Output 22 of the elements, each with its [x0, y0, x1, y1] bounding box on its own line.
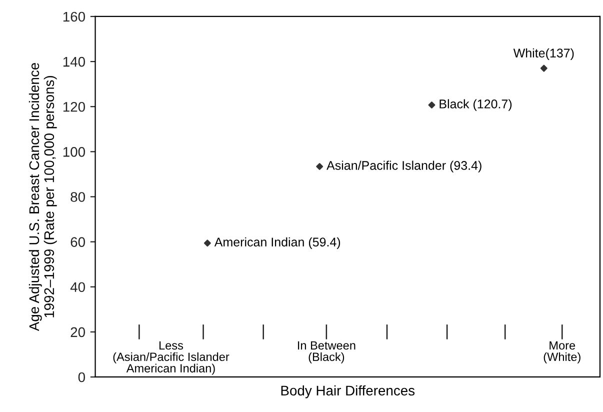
annotation: Less (Asian/Pacific Islander American Indian)	[113, 341, 230, 375]
point	[316, 163, 324, 170]
point	[204, 240, 211, 247]
y-axis-title: Age Adjusted U.S. Breast Cancer Incidence 1992–1999 (Rate per 100,000 persons)	[28, 63, 57, 332]
y-tick-label: 0	[78, 372, 86, 382]
y-tick-label: 140	[63, 56, 86, 67]
annotation: More (White)	[544, 341, 580, 364]
y-tick-label: 160	[63, 12, 86, 22]
y-tick-label: 40	[70, 282, 86, 292]
data-label: Asian/Pacific Islander (93.4)	[326, 160, 482, 172]
x-axis-title: Body Hair Differences	[281, 385, 415, 398]
point	[428, 102, 436, 108]
y-tick-label: 100	[63, 147, 86, 157]
data-label: Black (120.7)	[440, 99, 512, 111]
y-tick-label: 80	[70, 192, 86, 202]
y-tick-label: 60	[70, 237, 86, 247]
y-tick-label: 20	[70, 327, 86, 338]
annotation: In Between (Black)	[298, 341, 356, 364]
data-label: White(137)	[513, 48, 574, 60]
data-label: American Indian (59.4)	[214, 237, 340, 249]
y-tick-label: 120	[63, 102, 86, 112]
point	[540, 64, 548, 72]
